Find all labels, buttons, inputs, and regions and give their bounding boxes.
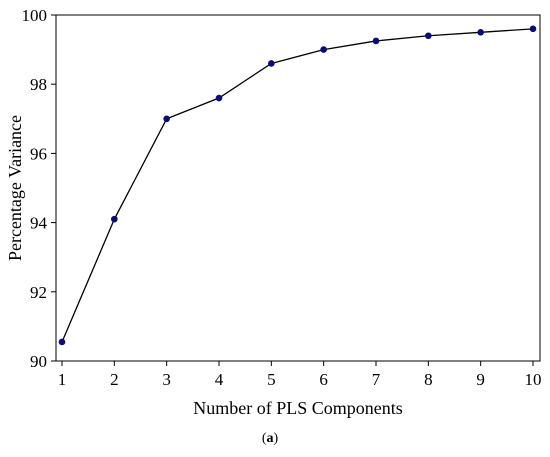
y-axis-title: Percentage Variance bbox=[5, 115, 25, 261]
data-point bbox=[111, 215, 118, 223]
data-point bbox=[477, 29, 484, 36]
x-tick-label: 8 bbox=[424, 370, 433, 389]
data-points bbox=[58, 25, 537, 346]
y-tick-label: 92 bbox=[30, 283, 47, 302]
x-tick-label: 3 bbox=[162, 370, 171, 389]
x-tick-label: 5 bbox=[267, 370, 276, 389]
x-axis-ticks: 1 2 3 4 5 6 7 8 9 10 bbox=[58, 361, 542, 389]
plot-frame bbox=[55, 14, 541, 362]
data-point bbox=[215, 94, 223, 102]
y-tick-label: 94 bbox=[30, 214, 48, 233]
x-axis-title: Number of PLS Components bbox=[193, 398, 403, 418]
figure-caption: (a) bbox=[262, 431, 279, 446]
y-tick-label: 100 bbox=[22, 6, 48, 25]
x-tick-label: 4 bbox=[215, 370, 224, 389]
data-point bbox=[372, 37, 380, 45]
y-tick-label: 90 bbox=[30, 352, 47, 371]
data-point bbox=[320, 46, 327, 53]
y-tick-label: 98 bbox=[30, 75, 47, 94]
x-tick-label: 1 bbox=[58, 370, 67, 389]
data-point bbox=[529, 25, 537, 33]
x-tick-label: 10 bbox=[525, 370, 542, 389]
x-tick-label: 2 bbox=[110, 370, 119, 389]
data-point bbox=[163, 115, 170, 123]
x-tick-label: 6 bbox=[319, 370, 328, 389]
x-tick-label: 7 bbox=[372, 370, 381, 389]
data-point bbox=[425, 32, 432, 40]
x-tick-label: 9 bbox=[476, 370, 485, 389]
y-tick-label: 96 bbox=[30, 144, 47, 163]
data-point bbox=[58, 338, 66, 346]
series-line bbox=[61, 28, 534, 343]
y-axis-ticks: 90 92 94 96 98 100 bbox=[22, 6, 56, 371]
data-point bbox=[268, 60, 275, 67]
